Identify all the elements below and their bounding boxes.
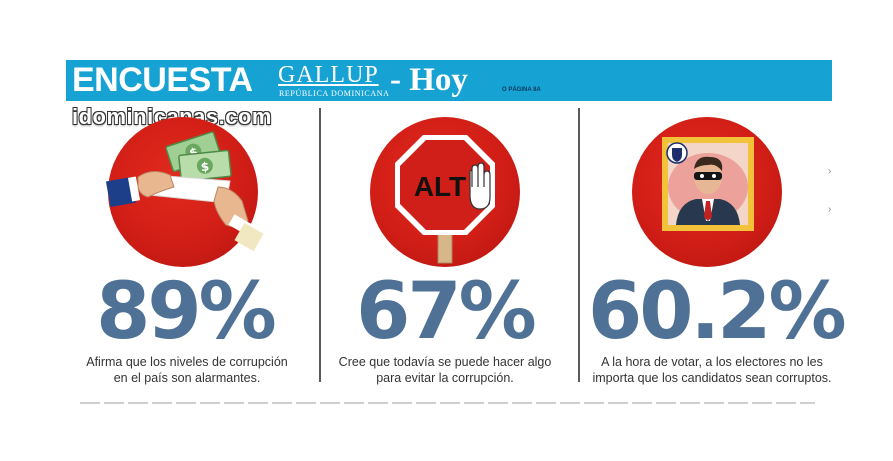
masked-politician-icon — [662, 137, 754, 231]
percent-value-3: 60.2% — [588, 267, 847, 357]
caption-3: A la hora de votar, a los electores no l… — [592, 354, 832, 386]
edge-tick-mark-2: › — [828, 204, 832, 215]
stop-sign-text: ALT — [414, 171, 466, 202]
gallup-subtitle: REPÚBLICA DOMINICANA — [279, 89, 390, 98]
caption-1-line-1: Afirma que los niveles de corrupción — [86, 355, 288, 369]
page-reference: O PÁGINA 8A — [502, 87, 541, 93]
header-banner — [66, 60, 832, 101]
column-divider-1 — [319, 108, 321, 382]
gallup-brand: GALLUP — [278, 62, 379, 88]
percent-value-1: 89% — [96, 267, 277, 357]
svg-text:$: $ — [200, 159, 210, 174]
edge-tick-mark: › — [828, 166, 832, 177]
publication-name: - Hoy — [390, 62, 468, 98]
caption-1-line-2: en el país son alarmantes. — [113, 371, 261, 385]
caption-2-line-2: para evitar la corrupción. — [376, 371, 514, 385]
column-divider-2 — [578, 108, 580, 382]
header-title: ENCUESTA — [72, 61, 253, 99]
money-bribe-icon: $ $ — [105, 131, 264, 252]
caption-3-line-2: importa que los candidatos sean corrupto… — [592, 371, 832, 385]
caption-2-line-1: Cree que todavía se puede hacer algo — [338, 355, 552, 369]
bottom-rule — [80, 402, 815, 404]
caption-3-line-1: A la hora de votar, a los electores no l… — [601, 355, 823, 369]
caption-1: Afirma que los niveles de corrupción en … — [82, 354, 292, 386]
stop-sign-icon: ALT — [395, 135, 495, 264]
percent-value-2: 67% — [356, 267, 537, 357]
caption-2: Cree que todavía se puede hacer algo par… — [335, 354, 555, 386]
